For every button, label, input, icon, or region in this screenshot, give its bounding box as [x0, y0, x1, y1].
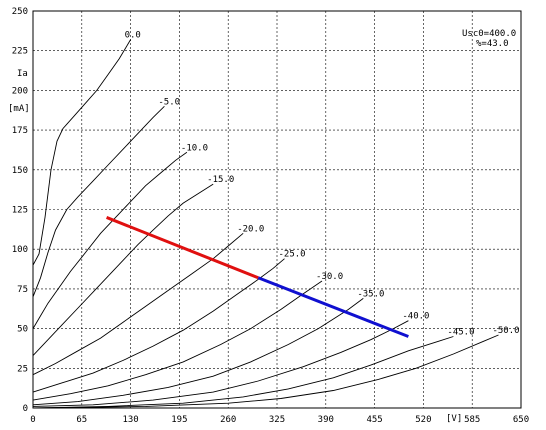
curve-label: -45.0 — [447, 328, 474, 338]
y-tick-label: 50 — [17, 325, 28, 335]
y-tick-label: 175 — [12, 126, 28, 136]
curve-label: -35.0 — [357, 289, 384, 299]
curves-layer: 0.0 -5.0 -10.0 -15.0 -20.0 -25.0 -30.0 -35.0 -40… — [32, 31, 520, 409]
y-tick-label: 250 — [12, 7, 28, 17]
curve-label: -25.0 — [279, 250, 306, 260]
plot-frame — [32, 10, 522, 409]
x-tick-label: 325 — [269, 415, 285, 425]
grid-curve — [32, 105, 165, 297]
y-axis-label: Ia — [17, 69, 28, 79]
grid-curve — [32, 258, 285, 393]
grid-curve — [32, 320, 409, 407]
x-tick-label: 650 — [513, 415, 529, 425]
y-tick-label: 0 — [23, 404, 28, 414]
grid-curve — [32, 280, 323, 401]
grid-curve — [32, 151, 188, 329]
y-axis-unit: [mA] — [8, 104, 30, 114]
curve-label: -15.0 — [207, 175, 234, 185]
x-tick-label: 455 — [366, 415, 382, 425]
y-tick-label: 200 — [12, 86, 28, 96]
x-tick-label: 585 — [464, 415, 480, 425]
y-ticks: 0 25 50 75 100 125 150 175 200 225 250 — [12, 7, 28, 414]
curve-label: -5.0 — [158, 97, 180, 107]
y-tick-label: 25 — [17, 364, 28, 374]
y-tick-label: 100 — [12, 245, 28, 255]
x-tick-label: 65 — [76, 415, 87, 425]
grid-layer — [33, 11, 521, 408]
x-ticks: 0 65 130 195 260 325 390 455 520 585 650 — [30, 415, 529, 425]
grid-curve — [32, 183, 214, 356]
x-tick-label: 390 — [318, 415, 334, 425]
x-tick-label: 195 — [171, 415, 187, 425]
y-tick-label: 125 — [12, 206, 28, 216]
x-tick-label: 520 — [415, 415, 431, 425]
load-line-blue-segment — [257, 276, 409, 338]
load-line-red-segment — [106, 216, 259, 280]
curve-label: 0.0 — [125, 31, 141, 41]
y-tick-label: 75 — [17, 285, 28, 295]
curve-label: -50.0 — [492, 326, 519, 336]
grid-curve — [32, 232, 244, 376]
grid-curve — [32, 334, 499, 409]
y-tick-label: 150 — [12, 166, 28, 176]
x-tick-label: 260 — [220, 415, 236, 425]
curve-label: -30.0 — [316, 272, 343, 282]
grid-curve — [32, 298, 364, 406]
grid-curve — [32, 39, 131, 266]
y-tick-label: 225 — [12, 47, 28, 57]
annotation-percent: %=43.0 — [476, 39, 509, 49]
curve-label: -10.0 — [181, 143, 208, 153]
x-tick-label: 130 — [122, 415, 138, 425]
curve-label: -40.0 — [402, 312, 429, 322]
curve-label: -20.0 — [237, 224, 264, 234]
load-line-layer — [106, 216, 409, 338]
x-axis-label: [V] — [446, 414, 462, 424]
x-tick-label: 0 — [30, 415, 35, 425]
annotation-usc0: Usc0=400.0 — [462, 29, 516, 39]
grid-curve — [32, 336, 454, 409]
